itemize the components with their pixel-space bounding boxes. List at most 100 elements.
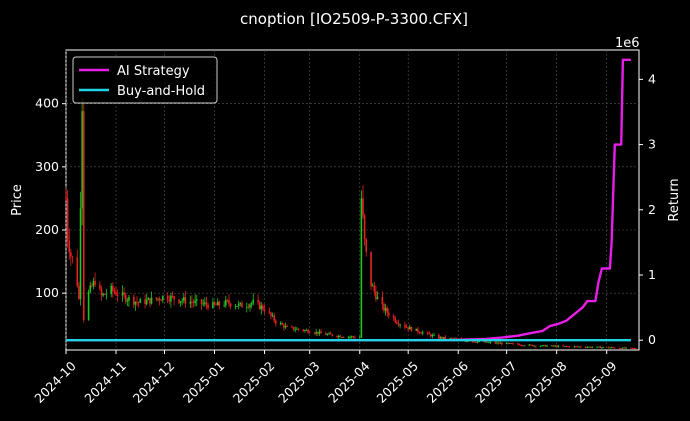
x-tick-label: 2024-10 [31,358,79,406]
candle-body [137,302,140,304]
candle-body [551,345,553,347]
candle-body [292,327,295,330]
candle-body [237,303,240,307]
candle-body [331,334,334,336]
candle-body [362,198,364,216]
candle-body [350,336,353,338]
candle-body [384,307,387,311]
candle-body [115,292,117,296]
candle-body [576,346,579,348]
candle-body [283,324,285,328]
candle-body [610,347,613,349]
candle-body [200,299,203,305]
candle-body [622,347,624,349]
candle-body [139,299,142,303]
candle-body [397,323,400,325]
candle-body [194,300,196,303]
candle-body [337,335,340,338]
candle-body [441,336,443,339]
candle-body [494,342,497,344]
y-axis-left-label: Price [10,184,25,216]
y-left-tick-label: 100 [35,285,59,300]
candle-body [166,295,169,301]
candle-body [128,296,130,301]
candle-body [563,346,566,347]
y-right-tick-label: 0 [648,332,656,347]
chart-title: cnoption [IO2509-P-3300.CFX] [240,10,468,28]
candle-body [609,347,611,349]
candle-body [145,299,148,305]
candle-body [247,306,250,308]
candle-body [623,347,626,349]
candle-body [476,341,479,343]
candle-body [429,334,432,337]
candle-body [213,302,216,305]
candle-body [320,331,322,334]
candle-body [405,327,408,328]
candle-body [271,315,274,317]
candle-body [339,335,342,338]
x-tick-label: 2025-03 [275,358,323,406]
ai-strategy-line [66,58,631,342]
candle-body [496,342,498,344]
candle-body [489,342,492,343]
candle-body [279,323,282,324]
candle-body [428,332,430,335]
candle-body [394,317,397,323]
candle-body [178,299,180,303]
candle-body [601,347,603,349]
candle-body [542,345,545,346]
candle-body [370,251,372,287]
candle-body [399,324,401,326]
candle-body [91,285,93,287]
candle-body [284,325,287,328]
candle-body [586,347,589,348]
candle-body [450,338,453,340]
candle-body [158,298,161,301]
candle-body [607,347,610,348]
candle-body [297,328,300,330]
candle-body [76,257,79,287]
candle-body [296,328,298,330]
candle-body [134,301,137,305]
candle-body [442,337,445,339]
candle-body [388,312,390,316]
y-axis-right-label: Return [667,178,682,221]
candle-body [132,296,135,305]
candle-body [415,328,418,331]
candle-body [417,328,419,333]
candle-body [315,331,317,334]
candle-body [216,301,219,306]
candle-body [241,302,243,308]
candle-body [421,332,424,334]
candle-body [181,300,184,302]
candle-body [136,301,138,303]
candle-body [155,297,158,299]
candle-body [352,336,355,338]
y-right-tick-label: 2 [648,202,656,217]
candle-body [347,336,350,338]
candle-body [381,296,384,305]
candle-body [541,345,543,347]
candle-body [418,332,421,333]
candle-body [160,300,163,301]
x-tick-label: 2025-08 [522,358,570,406]
candle-body [179,301,182,303]
candle-body [473,341,476,343]
candle-body [373,285,376,292]
candle-body [557,345,560,347]
candle-body [204,302,206,304]
candle-body [439,336,442,339]
candle-body [554,345,556,347]
candle-body [625,347,627,349]
candle-body [534,345,537,347]
candle-body [305,330,308,331]
candle-body [565,346,568,347]
candle-body [270,312,272,316]
candle-body [358,337,361,339]
candle-body [528,344,531,346]
candle-body [517,343,519,345]
candle-body [620,348,623,350]
candle-body [236,306,238,308]
candle-body [539,345,542,347]
